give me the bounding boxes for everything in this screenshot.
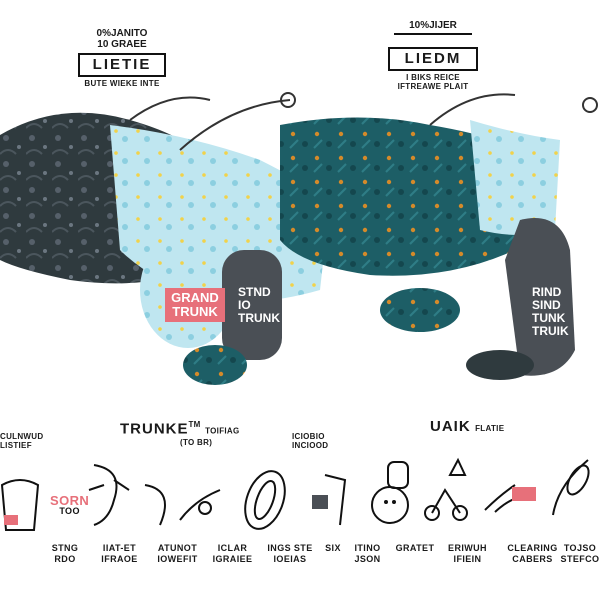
caption-8: ERIWUH IFIEIN xyxy=(440,543,495,565)
caption-10: TOJSO STEFCO xyxy=(560,543,600,565)
caption-4-1: INGS STE xyxy=(267,543,313,553)
features-left-sub: TOIFIAG xyxy=(205,426,240,436)
caption-3-1: ICLAR xyxy=(217,543,248,553)
badge-left-bottom: BUTE WIEKE INTE xyxy=(84,79,160,88)
pouch-right-line2: SIND xyxy=(532,298,561,312)
features-left-header: TRUNKETM TOIFIAG (TO BR) xyxy=(120,420,240,447)
pouch-left-line2: TRUNK xyxy=(172,304,218,319)
pouch-right-line1: RIND xyxy=(532,285,562,299)
pouch-right-label: RIND SIND TUNK TRUIK xyxy=(528,282,576,342)
aux-middle-2: INCIOOD xyxy=(292,441,329,450)
caption-8-1: ERIWUH xyxy=(448,543,487,553)
caption-1-1: IIAT-ET xyxy=(102,543,137,553)
caption-9: CLEARING CABERS xyxy=(505,543,560,565)
feature-icons-row: SORN TOO STNG RDO IIAT-ET IFRAOE A xyxy=(0,455,600,600)
caption-5-1: SIX xyxy=(325,543,341,553)
pouch-dark-right xyxy=(505,218,575,376)
caption-7-1: GRATET xyxy=(395,543,435,553)
pouch-icon xyxy=(0,475,40,535)
pouch-right-line4: TRUIK xyxy=(532,324,569,338)
badge-right: 10%JIJER LIEDM I BIKS REICE IFTREAWE PLA… xyxy=(378,20,488,91)
caption-0-1: STNG xyxy=(51,543,79,553)
pouch-right-line3: TUNK xyxy=(532,311,566,325)
caption-9-2: CABERS xyxy=(512,554,553,564)
aux-left-1: CULNWUD xyxy=(0,432,44,441)
caption-4: INGS STE IOEIAS xyxy=(260,543,320,565)
aux-left-2: LISTIEF xyxy=(0,441,32,450)
pouch-left-line1: GRAND xyxy=(171,290,219,305)
loop-band-icon xyxy=(235,465,295,535)
badge-right-title: LIEDM xyxy=(388,47,478,71)
caption-0-2: RDO xyxy=(54,554,76,564)
features-right-title: UAIK xyxy=(430,418,471,435)
aux-middle-1: ICIOBIO xyxy=(292,432,325,441)
ribbon-icon xyxy=(548,455,598,525)
features-right-sub: FLATIE xyxy=(475,424,505,433)
badge-left-top2: 10 GRAEE xyxy=(97,39,147,50)
caption-2: ATUNOT IOWEFIT xyxy=(150,543,205,565)
pouch-icon-badge: SORN TOO xyxy=(50,493,90,517)
pouch-mid-line3: TRUNK xyxy=(238,311,280,325)
features-left-title: TRUNKE xyxy=(120,420,189,438)
caption-1: IIAT-ET IFRAOE xyxy=(92,543,147,565)
clip-icon xyxy=(510,483,540,507)
badge-right-bottom: I BIKS REICE xyxy=(406,73,460,82)
badge-right-top1: 10%JIJER xyxy=(409,20,457,31)
caption-5: SIX xyxy=(318,543,348,554)
badge-left-title: LIETIE xyxy=(78,53,166,77)
mask-teal xyxy=(280,117,520,276)
aux-middle: ICIOBIO INCIOOD xyxy=(292,432,328,450)
pouch-icon-badge-1: SORN xyxy=(50,493,90,508)
pouch-mid-line1: STND xyxy=(238,285,271,299)
caption-3-2: IGRAIEE xyxy=(212,554,253,564)
badge-left-top1: 0%JANITO xyxy=(96,28,148,39)
features-right-header: UAIK FLATIE xyxy=(430,418,504,436)
caption-10-2: STEFCO xyxy=(560,554,600,564)
pouch-mid-label: STND IO TRUNK xyxy=(234,282,282,329)
caption-1-2: IFRAOE xyxy=(101,554,138,564)
caption-2-1: ATUNOT xyxy=(157,543,198,553)
bike-icon xyxy=(420,455,475,530)
caption-7: GRATET xyxy=(390,543,440,554)
caption-2-2: IOWEFIT xyxy=(157,554,198,564)
caption-6-1: ITINO xyxy=(354,543,381,553)
caption-6: ITINO JSON xyxy=(345,543,390,565)
badge-left: 0%JANITO 10 GRAEE LIETIE BUTE WIEKE INTE xyxy=(72,28,172,88)
badge-right-bottom2: IFTREAWE PLAIT xyxy=(397,82,469,91)
pouch-left-label: GRAND TRUNK xyxy=(165,288,225,322)
product-illustration xyxy=(0,92,598,385)
caption-3: ICLAR IGRAIEE xyxy=(205,543,260,565)
aux-left: CULNWUD LISTIEF xyxy=(0,432,43,450)
pouch-icon-badge-2: TOO xyxy=(59,506,80,516)
caption-6-2: JSON xyxy=(354,554,381,564)
wash-icon xyxy=(175,480,225,530)
caption-9-1: CLEARING xyxy=(507,543,558,553)
features-left-mini: (TO BR) xyxy=(180,438,213,448)
ear-loop-icon xyxy=(84,460,134,530)
tag-icon xyxy=(310,470,350,530)
features-left-sup: TM xyxy=(188,420,201,429)
caption-4-2: IOEIAS xyxy=(273,554,307,564)
caption-8-2: IFIEIN xyxy=(453,554,482,564)
caption-0: STNG RDO xyxy=(40,543,90,565)
person-icon xyxy=(368,460,413,535)
adjuster-icon xyxy=(140,480,180,530)
pouch-mid-line2: IO xyxy=(238,298,251,312)
caption-10-1: TOJSO xyxy=(563,543,597,553)
